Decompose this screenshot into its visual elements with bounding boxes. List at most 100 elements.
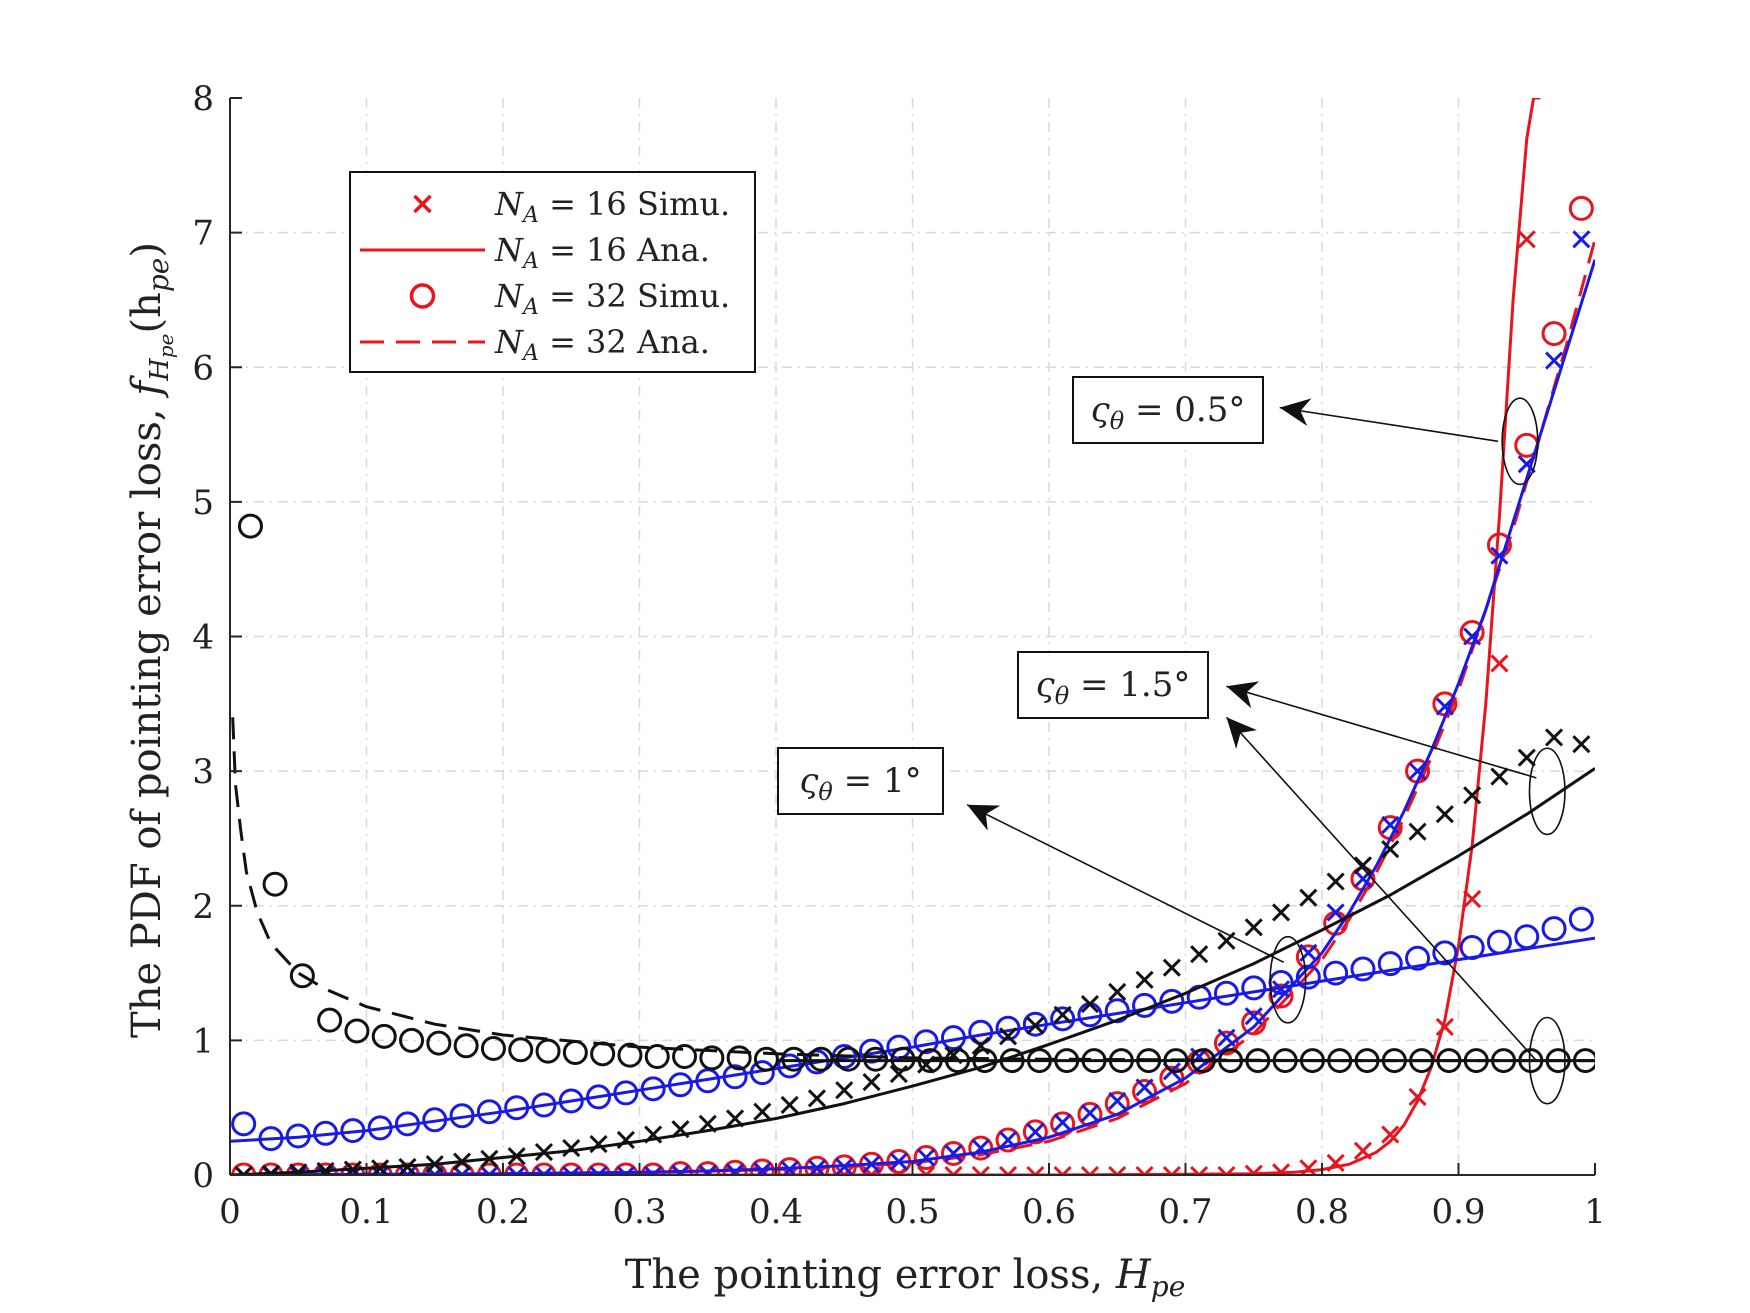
x-tick-label: 0.6: [1022, 1192, 1076, 1232]
data-point: [535, 1038, 561, 1064]
data-point: [1517, 455, 1536, 474]
data-point: [917, 1165, 936, 1175]
data-point: [1463, 889, 1482, 909]
legend-rest: = 16 Ana.: [539, 231, 710, 269]
annotation-box: [777, 747, 944, 815]
data-point: [1490, 767, 1509, 786]
grid-lines: [230, 98, 1595, 1175]
data-point: [1541, 916, 1567, 942]
annotation-text: ςθ = 0.5°: [1091, 390, 1246, 435]
data-point: [371, 1159, 390, 1175]
data-point: [613, 1162, 639, 1175]
legend-rest: = 32 Simu.: [539, 277, 730, 315]
data-point: [1435, 697, 1454, 716]
data-point: [1435, 805, 1454, 824]
data-point: [944, 1144, 963, 1163]
data-point: [1162, 1165, 1181, 1175]
series-line: [230, 259, 1595, 1175]
data-point: [835, 1157, 854, 1175]
data-point: [562, 1039, 588, 1065]
data-point: [289, 1165, 308, 1175]
annotation-value: = 1.5°: [1069, 665, 1190, 705]
data-point: [1326, 872, 1345, 891]
legend-label: NA = 32 Ana.: [494, 323, 710, 366]
data-point: [640, 1162, 666, 1175]
data-point: [1241, 975, 1267, 1001]
data-point: [1572, 735, 1591, 754]
legend-var: N: [494, 231, 524, 269]
data-point: [1162, 958, 1181, 977]
annotation-arrow: [1226, 685, 1537, 779]
data-point: [1241, 1010, 1267, 1036]
data-point: [722, 1064, 748, 1090]
data-point: [285, 1123, 311, 1149]
data-point: [698, 1114, 717, 1133]
data-point: [1217, 931, 1236, 950]
data-point: [672, 1044, 698, 1070]
y-tick-label: 4: [192, 618, 214, 658]
data-point: [1108, 982, 1127, 1001]
annotation-ellipse: [1528, 747, 1566, 836]
series-0: [230, 98, 1541, 1175]
annotation-arrow: [1279, 406, 1499, 443]
data-point: [1050, 1006, 1076, 1032]
data-point: [667, 1072, 693, 1098]
data-point: [1077, 1101, 1103, 1127]
data-point: [261, 1164, 281, 1175]
data-point: [1244, 1007, 1263, 1026]
annotation-text: ςθ = 1.5°: [1036, 665, 1191, 710]
legend-rest: = 16 Simu.: [539, 185, 730, 223]
data-point: [1326, 903, 1345, 922]
legend-entry: NA = 16 Simu.: [413, 185, 730, 228]
data-point: [995, 1015, 1021, 1041]
data-point: [476, 1162, 502, 1175]
annotation-symbol: ς: [799, 761, 819, 801]
data-point: [367, 1115, 393, 1141]
data-point: [371, 1165, 390, 1175]
data-point: [562, 1165, 581, 1175]
tick-labels: 0 0.1 0.2 0.3 0.4 0.5 0.6 0.7 0.8 0.9 1 0 1 2 3 4 5 6 7 8: [192, 79, 1605, 1232]
data-point: [1108, 1165, 1127, 1175]
data-point: [449, 1162, 475, 1175]
legend-entry: NA = 32 Ana.: [360, 323, 710, 366]
series-9: [234, 728, 1591, 1175]
data-point: [1026, 1122, 1045, 1141]
data-point: [835, 1165, 854, 1175]
axes: [229, 97, 1596, 1176]
data-point: [285, 1162, 311, 1175]
legend-marker: [409, 283, 436, 309]
data-point: [1026, 1165, 1045, 1175]
data-point: [480, 1165, 499, 1175]
series-6: [230, 936, 1595, 1143]
data-point: [1295, 964, 1321, 990]
data-point: [371, 1023, 397, 1049]
data-point: [1026, 1016, 1045, 1035]
data-point: [531, 1162, 557, 1175]
annotation-subscript: θ: [1055, 682, 1070, 710]
data-point: [398, 1157, 417, 1175]
data-point: [340, 1162, 366, 1175]
legend-entry: NA = 32 Simu.: [409, 277, 730, 320]
data-point: [1108, 1091, 1127, 1111]
data-point: [258, 1126, 284, 1152]
arrow-head: [1226, 717, 1257, 749]
data-point: [780, 1095, 799, 1115]
data-point: [1544, 351, 1564, 370]
data-point: [1490, 654, 1509, 673]
annotation-symbol: ς: [1091, 390, 1111, 430]
data-point: [589, 1134, 608, 1154]
data-point: [998, 1130, 1018, 1150]
data-point: [1572, 230, 1591, 249]
data-point: [1408, 762, 1427, 781]
data-point: [617, 1042, 643, 1068]
data-point: [1568, 906, 1594, 932]
data-point: [1299, 1159, 1318, 1175]
data-point: [862, 1073, 881, 1092]
data-point: [534, 1165, 554, 1175]
data-point: [971, 1165, 990, 1175]
annotation-label: ςθ = 0.5°: [1072, 376, 1264, 444]
data-point: [586, 1162, 612, 1175]
data-point: [399, 1027, 425, 1053]
x-tick-label: 0.3: [612, 1192, 666, 1232]
